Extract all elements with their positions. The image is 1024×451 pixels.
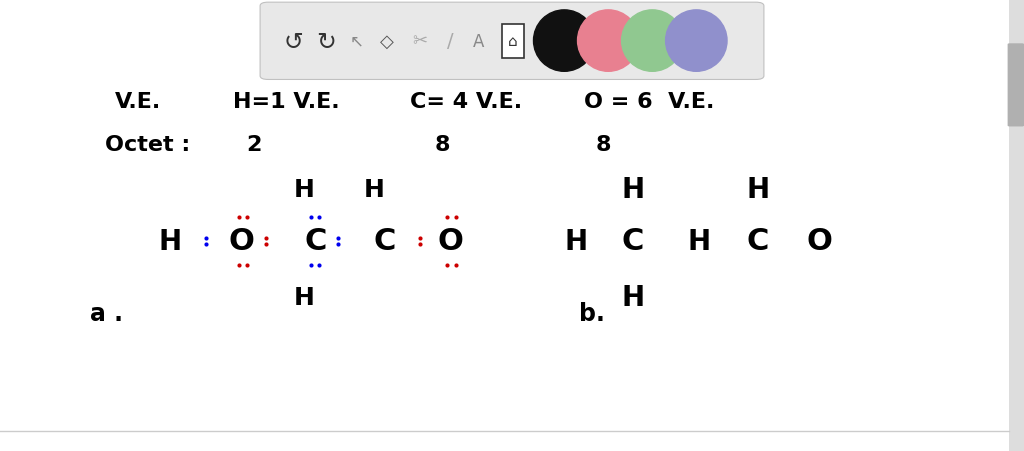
Text: ↖: ↖	[349, 32, 364, 51]
Bar	[1009, 0, 1024, 451]
Text: ⌂: ⌂	[508, 34, 518, 49]
Text: ◇: ◇	[380, 32, 394, 51]
Text: Octet :: Octet :	[105, 134, 190, 154]
Text: H=1 V.E.: H=1 V.E.	[233, 92, 340, 111]
Ellipse shape	[666, 11, 727, 72]
Text: ✂: ✂	[413, 32, 427, 51]
Text: H: H	[364, 177, 384, 202]
Text: C: C	[374, 227, 396, 256]
Text: H: H	[294, 177, 314, 202]
Text: H: H	[565, 227, 588, 255]
Text: ↻: ↻	[315, 29, 336, 54]
Text: 2: 2	[246, 134, 261, 154]
Text: b.: b.	[579, 301, 604, 326]
Ellipse shape	[534, 11, 595, 72]
Text: ↺: ↺	[284, 29, 304, 54]
Text: H: H	[746, 175, 769, 203]
Text: H: H	[622, 175, 644, 203]
Text: A: A	[472, 32, 484, 51]
Text: H: H	[688, 227, 711, 255]
Text: O: O	[437, 227, 464, 256]
FancyBboxPatch shape	[1008, 44, 1024, 127]
Text: ⎙: ⎙	[505, 32, 515, 51]
Text: H: H	[159, 227, 181, 255]
Text: C: C	[622, 227, 644, 256]
Text: C: C	[304, 227, 327, 256]
Text: O = 6  V.E.: O = 6 V.E.	[584, 92, 714, 111]
Text: H: H	[622, 284, 644, 312]
FancyBboxPatch shape	[260, 3, 764, 80]
Text: 8: 8	[596, 134, 611, 154]
FancyBboxPatch shape	[502, 25, 524, 59]
Text: O: O	[806, 227, 833, 256]
Text: C= 4 V.E.: C= 4 V.E.	[410, 92, 521, 111]
Text: V.E.: V.E.	[115, 92, 161, 111]
Ellipse shape	[578, 11, 639, 72]
Text: a .: a .	[90, 301, 123, 326]
Text: /: /	[447, 32, 454, 51]
Text: O: O	[228, 227, 255, 256]
Text: 8: 8	[434, 134, 450, 154]
Text: C: C	[746, 227, 769, 256]
Ellipse shape	[622, 11, 683, 72]
Text: H: H	[294, 285, 314, 310]
